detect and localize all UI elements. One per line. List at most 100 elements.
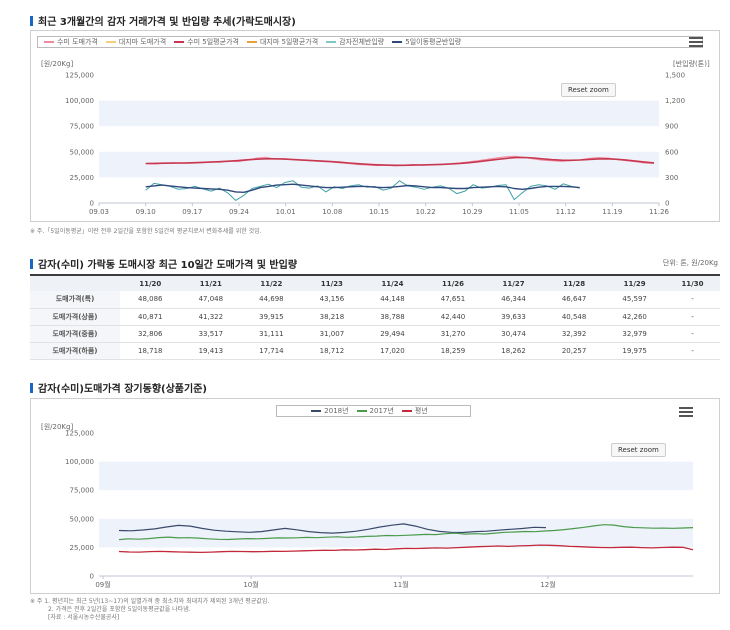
series-line	[118, 544, 694, 554]
section3-title: 감자(수미)도매가격 장기동향(상품기준)	[30, 380, 207, 395]
table-cell: 38,788	[362, 308, 423, 326]
chart1-panel: 수미 도매가격 대지마 도매가격 수미 5일평균가격 대지마 5일평균가격 감자…	[30, 30, 720, 222]
table-cell: 32,979	[604, 325, 665, 343]
legend-swatch-volume	[326, 41, 337, 43]
x-tick-label: 09월	[95, 580, 110, 589]
chart1-legend[interactable]: 수미 도매가격 대지마 도매가격 수미 5일평균가격 대지마 5일평균가격 감자…	[37, 36, 703, 48]
legend-item[interactable]: 대지마 도매가격	[105, 37, 166, 47]
x-tick-label: 11.19	[602, 208, 622, 216]
y-tick-label: 0	[90, 573, 94, 581]
y-axis: 0 25,000 50,000 75,000 100,000 125,000	[65, 430, 94, 581]
table-cell: 43,156	[301, 291, 363, 309]
chart1-note: ※ 주.「5일이동평균」이란 전후 2일간을 포함한 5일간의 평균치로서 변화…	[30, 228, 262, 235]
column-header: 11/21	[180, 274, 242, 291]
x-tick-label: 10.01	[276, 208, 296, 216]
y-axis-title: [원/20Kg]	[41, 422, 73, 431]
table-cell: 44,698	[241, 291, 302, 309]
legend-swatch-2018	[311, 410, 322, 412]
chart2-note-line: 2. 가격은 전후 2일간을 포함한 5일이동평균값을 나타냄.	[48, 606, 191, 613]
x-tick-label: 12월	[540, 580, 555, 589]
series-group	[145, 155, 655, 201]
legend-item[interactable]: 평년	[401, 406, 428, 416]
x-tick-label: 10.29	[462, 208, 482, 216]
table-cell: 30,474	[483, 325, 544, 343]
table-cell: 31,007	[301, 325, 363, 343]
table-cell: 44,148	[362, 291, 423, 309]
column-header: 11/28	[543, 274, 605, 291]
row-label: 도매가격(중품)	[30, 325, 120, 343]
menu-icon[interactable]	[679, 407, 693, 417]
table-cell: 18,259	[422, 342, 484, 360]
y-right-tick-label: 1,500	[665, 72, 685, 80]
plot-band	[99, 518, 693, 548]
legend-item[interactable]: 수미 도매가격	[44, 37, 98, 47]
menu-icon-bar	[689, 37, 703, 39]
legend-item[interactable]: 대지마 5일평균가격	[246, 37, 318, 47]
y-tick-label: 75,000	[70, 123, 95, 131]
table-cell: 29,494	[362, 325, 423, 343]
legend-item[interactable]: 5일이동평균반입량	[392, 37, 461, 47]
menu-icon[interactable]	[689, 37, 703, 47]
menu-icon-bar	[679, 407, 693, 409]
y-axis-right-title: [반입량(톤)]	[673, 59, 710, 68]
table-cell: 18,718	[120, 342, 181, 360]
table-cell: 33,517	[180, 325, 242, 343]
legend-item[interactable]: 수미 5일평균가격	[174, 37, 239, 47]
x-tick-label: 10.08	[322, 208, 342, 216]
y-right-tick-label: 300	[665, 174, 678, 182]
x-tick-label: 09.17	[182, 208, 202, 216]
row-label: 도매가격(하품)	[30, 342, 120, 360]
table-cell: -	[664, 291, 720, 309]
legend-item[interactable]: 감자전체반입량	[326, 37, 384, 47]
table-row: 도매가격(중품) 32,806 33,517 31,111 31,007 29,…	[30, 325, 720, 343]
plot-bands	[99, 461, 693, 577]
legend-item[interactable]: 2018년	[311, 406, 349, 416]
plot-bands	[99, 100, 659, 204]
section-marker	[30, 382, 33, 393]
x-axis: 09.03 09.10 09.17 09.24 10.01 10.08 10.15 10.22…	[89, 203, 670, 216]
table-cell: 31,270	[422, 325, 484, 343]
column-header: 11/22	[241, 274, 302, 291]
legend-label: 2018년	[324, 407, 349, 415]
table-cell: 48,086	[120, 291, 181, 309]
table-cell: -	[664, 308, 720, 326]
x-tick-label: 11.05	[509, 208, 529, 216]
table-cell: 31,111	[241, 325, 302, 343]
y-tick-label: 50,000	[70, 515, 95, 523]
menu-icon-bar	[689, 45, 703, 47]
x-tick-label: 10.22	[416, 208, 436, 216]
series-group	[118, 523, 694, 554]
x-tick-label: 10월	[243, 580, 258, 589]
legend-label: 평년	[414, 407, 428, 415]
table-cell: 46,344	[483, 291, 544, 309]
table-cell: 39,915	[241, 308, 302, 326]
table-cell: -	[664, 342, 720, 360]
y-tick-label: 0	[90, 200, 94, 208]
legend-label: 2017년	[369, 407, 394, 415]
plot-band	[99, 100, 659, 127]
legend-swatch-dj-avg	[246, 41, 257, 43]
table-row: 도매가격(하품) 18,718 19,413 17,714 18,712 17,…	[30, 342, 720, 360]
table-header-row: 11/20 11/21 11/22 11/23 11/24 11/26 11/2…	[30, 274, 720, 291]
table-cell: 17,714	[241, 342, 302, 360]
x-tick-label: 09.24	[229, 208, 250, 216]
legend-swatch-price-avg	[174, 41, 185, 43]
price-table: 11/20 11/21 11/22 11/23 11/24 11/26 11/2…	[30, 274, 720, 360]
reset-zoom-button[interactable]: Reset zoom	[561, 83, 616, 97]
table-unit: 단위: 톤, 원/20Kg	[662, 259, 718, 267]
chart2-note-line: ※ 주 1. 평년치는 최근 5년(13~17)의 일별가격 중 최소치와 최대…	[30, 598, 270, 605]
series-line	[118, 524, 694, 541]
table-cell: 40,548	[543, 308, 605, 326]
column-header: 11/27	[483, 274, 544, 291]
table-cell: 18,262	[483, 342, 544, 360]
series-line	[145, 156, 655, 167]
y-axis-left: 0 25,000 50,000 75,000 100,000 125,000	[65, 72, 94, 208]
row-label: 도매가격(상품)	[30, 308, 120, 326]
legend-item[interactable]: 2017년	[356, 406, 394, 416]
table-cell: 38,218	[301, 308, 363, 326]
chart2-legend[interactable]: 2018년 2017년 평년	[276, 405, 471, 417]
series-line	[145, 180, 580, 201]
reset-zoom-button[interactable]: Reset zoom	[611, 443, 666, 457]
y-axis-right: 0 300 600 900 1,200 1,500	[665, 72, 685, 208]
legend-swatch-dj	[105, 41, 116, 43]
